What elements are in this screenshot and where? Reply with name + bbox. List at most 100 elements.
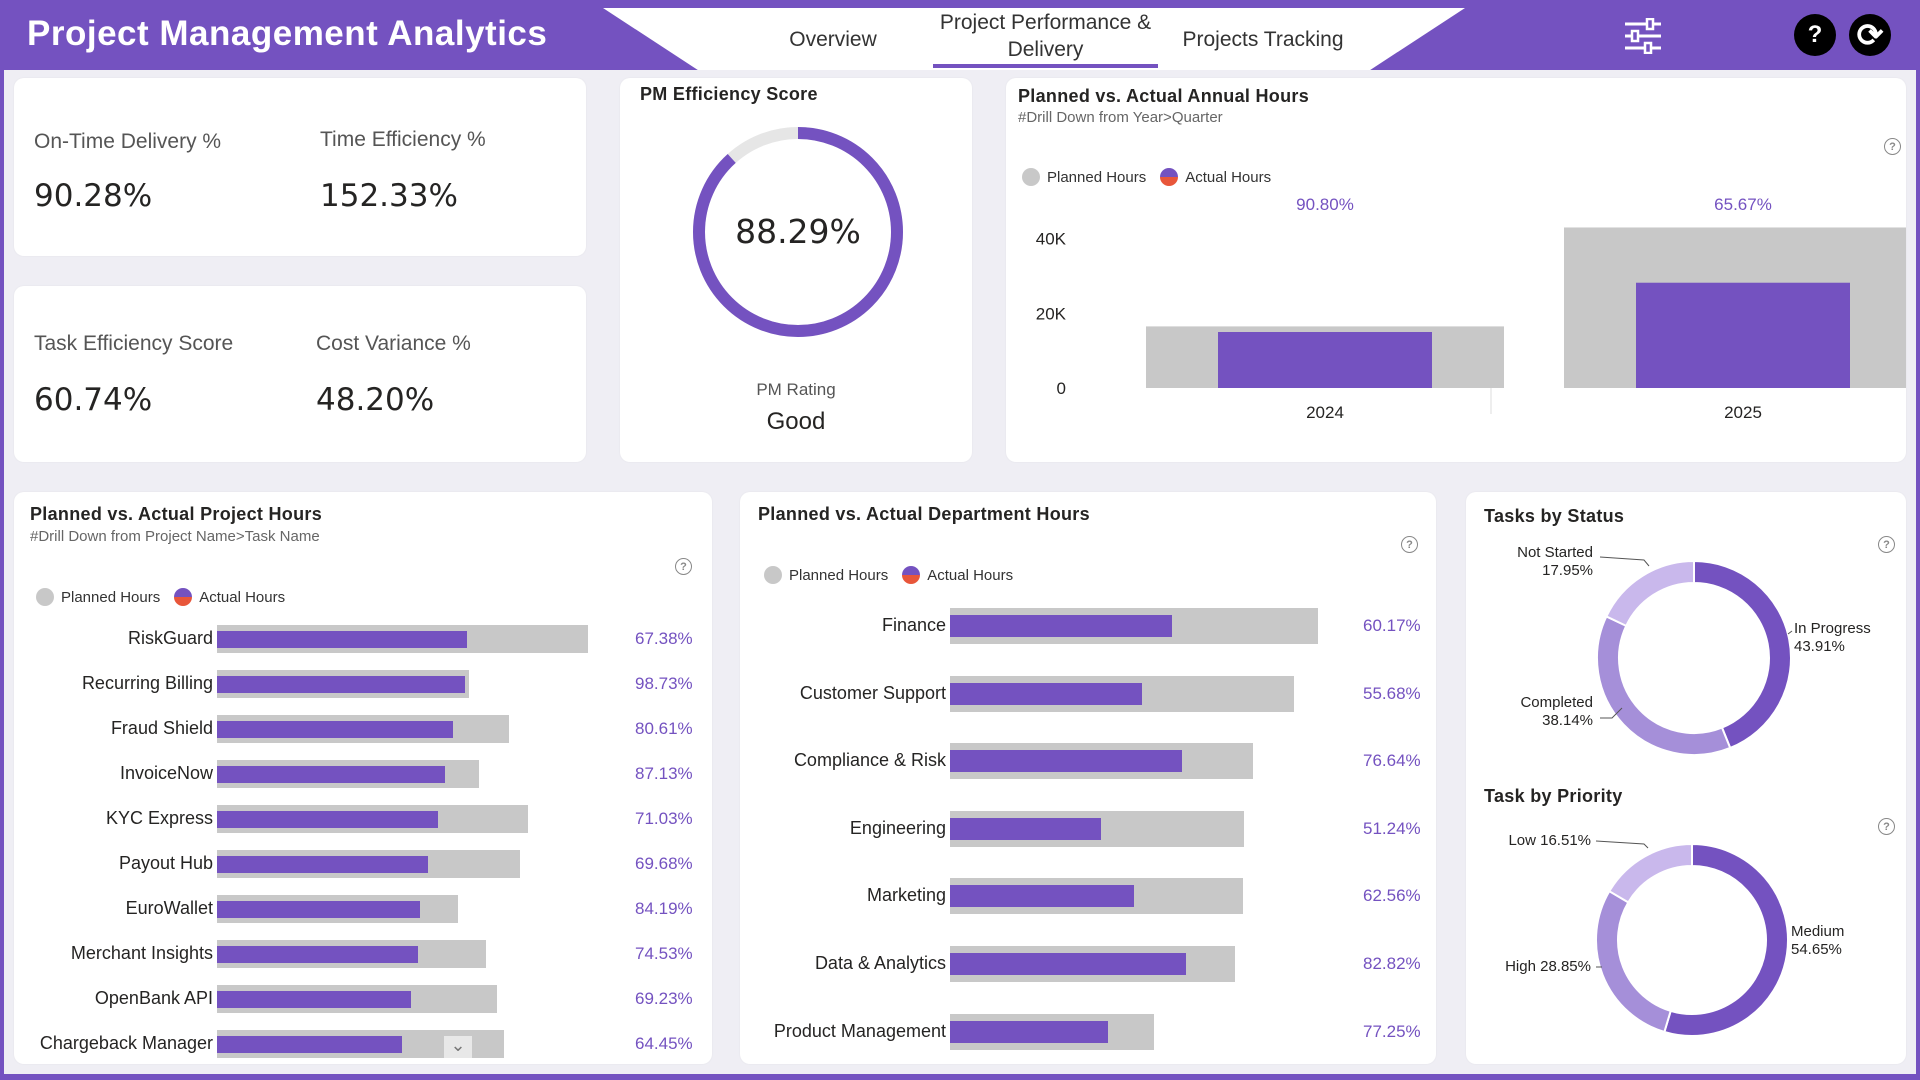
donut-label: 38.14% <box>1542 712 1593 729</box>
bar-category-label: Payout Hub <box>118 853 213 873</box>
actual-bar[interactable] <box>217 765 446 783</box>
planned-legend-swatch <box>36 588 54 606</box>
actual-bar[interactable] <box>1636 282 1850 388</box>
donut-label: Medium <box>1791 923 1844 940</box>
bar-percent-label: 67.38% <box>635 629 693 648</box>
y-tick-label: 20K <box>1036 304 1067 323</box>
project-hours-card: Planned vs. Actual Project Hours #Drill … <box>14 492 712 1064</box>
bar-category-label: KYC Express <box>105 808 213 828</box>
status-help-icon[interactable]: ? <box>1878 536 1895 553</box>
annual-hours-title: Planned vs. Actual Annual Hours <box>1018 86 1310 106</box>
leader-line <box>1787 630 1793 635</box>
scroll-down-icon[interactable]: ⌄ <box>444 1036 472 1058</box>
bar-percent-label: 98.73% <box>635 674 693 693</box>
actual-bar[interactable] <box>217 675 466 693</box>
refresh-icon[interactable]: ⟳ <box>1849 14 1891 56</box>
project-hours-subtitle: #Drill Down from Project Name>Task Name <box>30 528 320 545</box>
pm-efficiency-card: PM Efficiency Score 88.29% PM Rating Goo… <box>620 78 972 462</box>
task-efficiency-label: Task Efficiency Score <box>34 332 234 355</box>
annual-hours-chart: 0 20K 40K 2024 90.80% 2025 65.67% <box>1036 195 1906 422</box>
donut-label: Not Started <box>1517 544 1593 561</box>
on-time-delivery-label: On-Time Delivery % <box>34 130 222 153</box>
bar-category-label: EuroWallet <box>125 898 213 918</box>
donut-label: 43.91% <box>1794 638 1845 655</box>
bar-category-label: InvoiceNow <box>119 763 213 783</box>
donut-slice[interactable] <box>1607 842 1693 904</box>
actual-bar[interactable] <box>217 855 429 873</box>
data-label: 65.67% <box>1714 195 1772 214</box>
tab-overview[interactable]: Overview <box>789 27 877 51</box>
header-bar: Project Management Analytics Overview Pr… <box>0 0 1920 70</box>
donut-slice[interactable] <box>1663 842 1789 1037</box>
actual-bar[interactable] <box>217 990 411 1008</box>
donut-slice[interactable] <box>1596 615 1732 756</box>
actual-legend-swatch <box>174 588 193 606</box>
kpi-card-delivery: On-Time Delivery % 90.28% Time Efficienc… <box>14 78 586 256</box>
donut-label: 17.95% <box>1542 562 1593 579</box>
actual-bar[interactable] <box>950 615 1172 637</box>
help-icon[interactable]: ? <box>1794 14 1836 56</box>
department-help-icon[interactable]: ? <box>1401 536 1418 553</box>
bar-percent-label: 64.45% <box>635 1034 693 1053</box>
annual-help-icon[interactable]: ? <box>1884 138 1901 155</box>
bar-percent-label: 71.03% <box>635 809 693 828</box>
actual-bar[interactable] <box>950 953 1187 975</box>
gauge-fill <box>693 127 903 337</box>
actual-bar[interactable] <box>217 810 438 828</box>
y-tick-label: 40K <box>1036 230 1067 249</box>
actual-legend-swatch <box>1160 168 1179 186</box>
actual-bar[interactable] <box>950 817 1101 840</box>
leader-line <box>1595 840 1649 849</box>
bar-percent-label: 76.64% <box>1363 751 1421 771</box>
planned-legend-label: Planned Hours <box>789 566 889 584</box>
donut-slice[interactable] <box>1605 559 1695 628</box>
annual-hours-card: Planned vs. Actual Annual Hours #Drill D… <box>1006 78 1906 462</box>
bar-category-label: Product Management <box>773 1020 946 1041</box>
actual-legend-swatch <box>902 566 921 584</box>
cost-variance-value: 48.20% <box>316 382 435 418</box>
pm-efficiency-value: 88.29% <box>735 212 861 251</box>
bar-category-label: Customer Support <box>799 682 946 703</box>
actual-legend-label: Actual Hours <box>927 566 1014 584</box>
annual-hours-subtitle: #Drill Down from Year>Quarter <box>1018 109 1223 126</box>
planned-legend-label: Planned Hours <box>1047 168 1147 186</box>
bar-category-label: Finance <box>881 615 946 635</box>
bar-percent-label: 82.82% <box>1363 954 1421 973</box>
task-efficiency-value: 60.74% <box>34 382 153 418</box>
actual-bar[interactable] <box>1218 332 1432 388</box>
filter-sliders-icon[interactable] <box>1622 16 1664 56</box>
tab-project-performance-delivery[interactable]: Project Performance & Delivery <box>933 8 1158 68</box>
bar-category-label: Marketing <box>866 885 946 906</box>
bar-percent-label: 69.23% <box>635 989 693 1008</box>
project-help-icon[interactable]: ? <box>675 558 692 575</box>
bar-percent-label: 87.13% <box>635 764 693 783</box>
bar-percent-label: 55.68% <box>1363 683 1421 703</box>
actual-bar[interactable] <box>217 1035 403 1053</box>
actual-bar[interactable] <box>217 630 468 648</box>
donut-slice[interactable] <box>1693 559 1792 750</box>
actual-bar[interactable] <box>217 945 418 963</box>
bar-percent-label: 77.25% <box>1363 1021 1421 1041</box>
actual-bar[interactable] <box>217 720 453 738</box>
priority-help-icon[interactable]: ? <box>1878 818 1895 835</box>
actual-bar[interactable] <box>950 1020 1108 1043</box>
bar-percent-label: 51.24% <box>1363 818 1421 838</box>
bar-category-label: Compliance & Risk <box>793 750 946 771</box>
bar-percent-label: 69.68% <box>635 854 693 873</box>
actual-bar[interactable] <box>950 885 1134 908</box>
bar-category-label: Data & Analytics <box>814 953 946 973</box>
on-time-delivery-value: 90.28% <box>34 178 153 214</box>
tab-projects-tracking[interactable]: Projects Tracking <box>1182 27 1344 51</box>
actual-bar[interactable] <box>950 682 1142 705</box>
actual-bar[interactable] <box>217 900 420 918</box>
project-hours-title: Planned vs. Actual Project Hours <box>30 504 323 524</box>
actual-bar[interactable] <box>950 750 1183 773</box>
department-hours-title: Planned vs. Actual Department Hours <box>758 504 1090 524</box>
donut-slice[interactable] <box>1595 889 1672 1034</box>
donut-label: In Progress <box>1794 620 1871 637</box>
bar-category-label: Merchant Insights <box>70 943 213 963</box>
app-title: Project Management Analytics <box>27 14 548 53</box>
tasks-card: Tasks by Status ? Not Started 17.95% In Pr… <box>1466 492 1906 1064</box>
